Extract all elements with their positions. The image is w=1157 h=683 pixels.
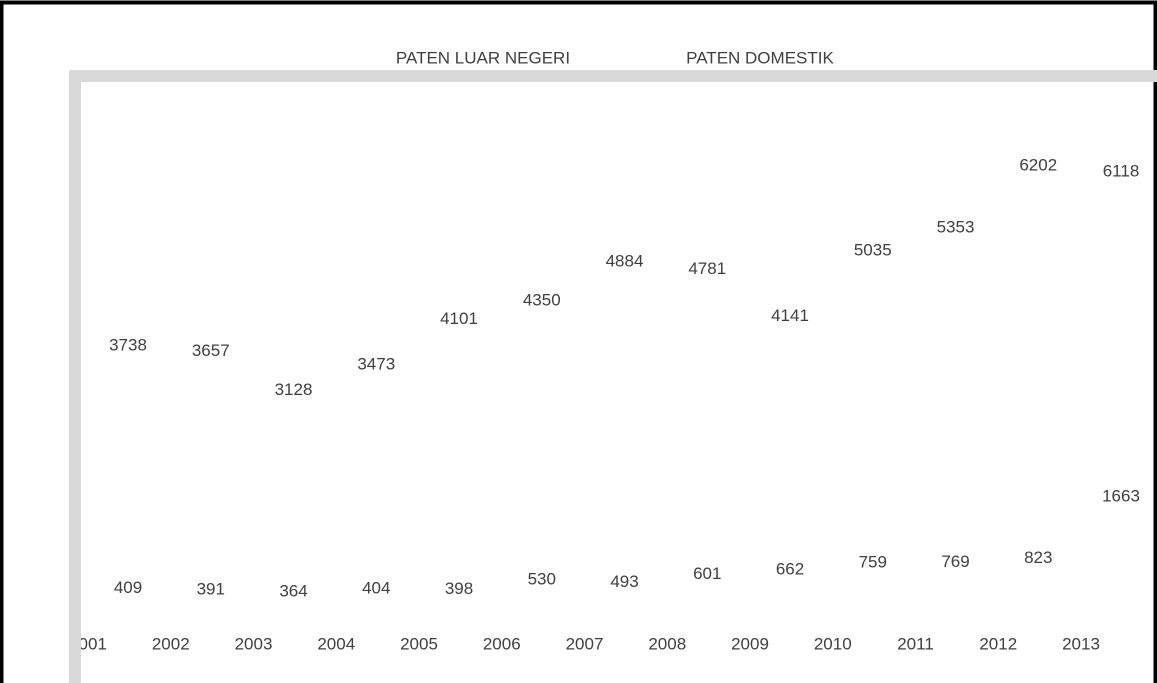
data-label: 5353	[937, 217, 975, 236]
data-label: 404	[362, 579, 390, 598]
x-tick-label: 2006	[483, 634, 521, 653]
data-label: 398	[445, 579, 473, 598]
data-label: 4101	[440, 309, 478, 328]
data-label: 4350	[523, 291, 561, 310]
plot-frame	[69, 70, 1157, 683]
x-tick-label: 2007	[566, 634, 604, 653]
data-label: 530	[528, 569, 556, 588]
data-label: 5035	[854, 241, 892, 260]
data-label: 3738	[109, 335, 147, 354]
x-tick-label: 2010	[814, 634, 852, 653]
data-label: 823	[1024, 548, 1052, 567]
legend-label: PATEN LUAR NEGERI	[396, 48, 570, 67]
data-label: 409	[114, 578, 142, 597]
data-label: 3657	[192, 341, 230, 360]
data-label: 493	[610, 572, 638, 591]
data-label: 6202	[1019, 155, 1057, 174]
data-label: 4884	[606, 252, 644, 271]
data-label: 759	[859, 553, 887, 572]
data-label: 391	[197, 580, 225, 599]
series-line	[127, 496, 1122, 594]
x-tick-label: 2009	[731, 634, 769, 653]
legend-label: PATEN DOMESTIK	[686, 48, 834, 67]
data-label: 364	[279, 581, 307, 600]
series-line	[127, 164, 1122, 392]
data-label: 662	[776, 560, 804, 579]
x-tick-label: 2002	[152, 634, 190, 653]
data-label: 1663	[1102, 487, 1140, 506]
data-label: 601	[693, 564, 721, 583]
x-tick-label: 2008	[648, 634, 686, 653]
x-tick-label: 2012	[979, 634, 1017, 653]
x-tick-label: 2003	[235, 634, 273, 653]
data-label: 4781	[688, 259, 726, 278]
data-label: 3128	[275, 380, 313, 399]
x-tick-label: 2013	[1062, 634, 1100, 653]
data-label: 769	[941, 552, 969, 571]
data-label: 6118	[1103, 162, 1140, 181]
x-tick-label: 2011	[897, 634, 934, 653]
data-label: 3473	[357, 355, 395, 374]
x-tick-label: 2004	[317, 634, 355, 653]
data-label: 4141	[771, 306, 809, 325]
x-tick-label: 2005	[400, 634, 438, 653]
